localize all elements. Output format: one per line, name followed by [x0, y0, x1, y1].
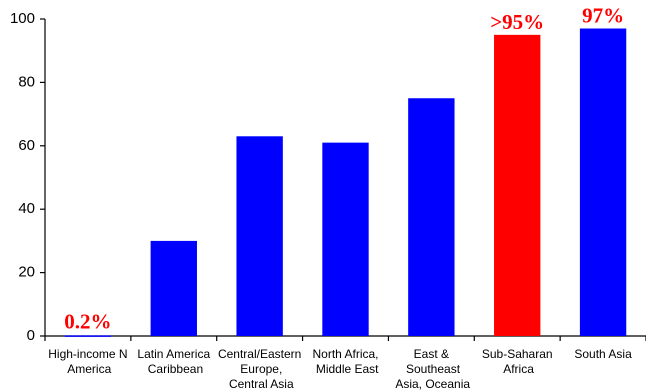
x-tick-label: North Africa, Middle East — [312, 347, 379, 376]
y-tick-label: 20 — [18, 264, 35, 281]
x-tick-label: East & Southeast Asia, Oceania — [393, 347, 471, 390]
bar — [236, 136, 283, 336]
y-tick-label: 100 — [10, 10, 35, 27]
bar — [494, 34, 541, 336]
bar — [322, 142, 369, 336]
x-tick-label: High-income N America — [48, 347, 127, 376]
x-tick-label: Central/Eastern Europe, Central Asia — [218, 347, 301, 390]
bar — [64, 335, 112, 337]
y-tick-label: 80 — [18, 73, 35, 90]
y-tick-label: 0 — [27, 327, 35, 344]
y-tick-label: 60 — [18, 137, 35, 154]
bar — [150, 240, 197, 336]
x-tick-label: Latin America Caribbean — [137, 347, 210, 376]
value-label: >95% — [490, 10, 544, 34]
y-tick-label: 40 — [18, 200, 35, 217]
value-label: 97% — [582, 4, 624, 28]
value-label: 0.2% — [64, 310, 111, 334]
bar — [579, 28, 627, 336]
x-tick-label: South Asia — [574, 347, 632, 361]
x-tick-label: Sub-Saharan Africa — [482, 347, 553, 376]
bar — [408, 98, 455, 336]
